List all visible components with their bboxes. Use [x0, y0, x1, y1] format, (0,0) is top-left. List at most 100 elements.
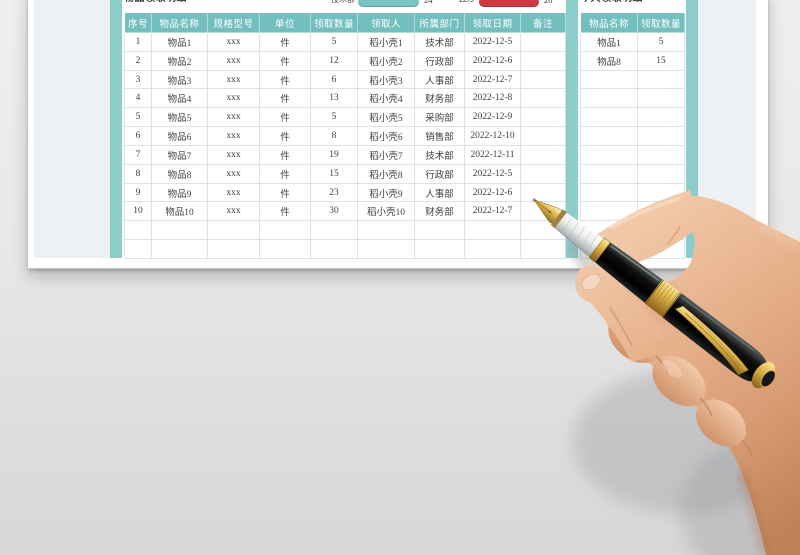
cell[interactable]: 稻小壳1: [357, 32, 415, 52]
cell[interactable]: 6: [310, 69, 358, 90]
cell[interactable]: 8: [124, 163, 152, 184]
column-header[interactable]: 领取数量: [637, 12, 685, 33]
cell[interactable]: 财务部: [414, 201, 465, 222]
cell[interactable]: 件: [259, 88, 311, 109]
cell[interactable]: 件: [259, 201, 311, 222]
cell[interactable]: 5: [310, 107, 358, 128]
column-header[interactable]: 所属部门: [414, 12, 465, 33]
cell[interactable]: [124, 239, 152, 259]
cell[interactable]: [637, 69, 685, 90]
cell[interactable]: 5: [124, 107, 152, 128]
today-section-title[interactable]: 今天领取明细▼: [580, 0, 652, 5]
cell[interactable]: 技术部: [414, 32, 465, 52]
cell[interactable]: 稻小壳10: [357, 201, 415, 222]
column-header[interactable]: 领取数量: [310, 12, 358, 33]
cell[interactable]: xxx: [207, 144, 260, 165]
cell[interactable]: [520, 144, 566, 165]
cell[interactable]: 稻小壳5: [357, 107, 415, 128]
cell[interactable]: 物品8: [151, 163, 208, 184]
cell[interactable]: 稻小壳4: [357, 88, 415, 109]
cell[interactable]: 6: [124, 126, 152, 146]
cell[interactable]: 财务部: [414, 88, 465, 109]
cell[interactable]: 12: [310, 50, 358, 71]
cell[interactable]: [151, 220, 208, 241]
column-header[interactable]: 领取人: [357, 12, 415, 33]
cell[interactable]: 物品2: [151, 50, 208, 71]
cell[interactable]: 件: [259, 32, 311, 52]
cell[interactable]: [637, 144, 685, 165]
cell[interactable]: 件: [259, 50, 311, 71]
cell[interactable]: 2022-12-8: [464, 88, 521, 109]
column-header[interactable]: 单位: [259, 12, 311, 33]
cell[interactable]: 2022-12-11: [464, 144, 521, 165]
cell[interactable]: [637, 126, 685, 146]
cell[interactable]: [580, 69, 638, 90]
cell[interactable]: 物品1: [580, 32, 638, 52]
cell[interactable]: 人事部: [414, 182, 465, 203]
cell[interactable]: [520, 32, 566, 52]
cell[interactable]: 件: [259, 144, 311, 165]
cell[interactable]: xxx: [207, 163, 260, 184]
cell[interactable]: 4: [124, 88, 152, 109]
cell[interactable]: [151, 239, 208, 259]
cell[interactable]: 物品4: [151, 88, 208, 109]
column-header[interactable]: 备注: [520, 12, 566, 33]
cell[interactable]: 10: [124, 201, 152, 222]
cell[interactable]: 1: [124, 32, 152, 52]
cell[interactable]: [637, 107, 685, 128]
cell[interactable]: xxx: [207, 182, 260, 203]
cell[interactable]: 人事部: [414, 69, 465, 90]
stat-label-department[interactable]: 技术部: [294, 0, 355, 5]
cell[interactable]: [520, 107, 566, 128]
main-section-title[interactable]: 物品领取明细▼: [124, 0, 196, 5]
cell[interactable]: [520, 69, 566, 90]
cell[interactable]: [259, 220, 311, 241]
cell[interactable]: 15: [310, 163, 358, 184]
cell[interactable]: [414, 239, 465, 259]
cell[interactable]: 稻小壳2: [357, 50, 415, 71]
cell[interactable]: 物品5: [151, 107, 208, 128]
cell[interactable]: 件: [259, 69, 311, 90]
cell[interactable]: 件: [259, 126, 311, 146]
cell[interactable]: [580, 126, 638, 146]
cell[interactable]: 30: [310, 201, 358, 222]
filter-icon[interactable]: ▼: [645, 0, 652, 2]
cell[interactable]: 7: [124, 144, 152, 165]
column-header[interactable]: 规格型号: [207, 12, 260, 33]
cell[interactable]: 2022-12-9: [464, 107, 521, 128]
cell[interactable]: 19: [310, 144, 358, 165]
cell[interactable]: xxx: [207, 88, 260, 109]
cell[interactable]: 5: [310, 32, 358, 52]
column-header[interactable]: 序号: [124, 12, 152, 33]
cell[interactable]: [580, 144, 638, 165]
cell[interactable]: 2: [124, 50, 152, 71]
cell[interactable]: 物品3: [151, 69, 208, 90]
cell[interactable]: 9: [124, 182, 152, 203]
cell[interactable]: [520, 50, 566, 71]
cell[interactable]: 物品7: [151, 144, 208, 165]
cell[interactable]: 物品1: [151, 32, 208, 52]
column-header[interactable]: 物品名称: [151, 12, 208, 33]
filter-icon[interactable]: ▼: [189, 0, 196, 2]
cell[interactable]: [310, 220, 358, 241]
cell[interactable]: 行政部: [414, 163, 465, 184]
cell[interactable]: [520, 88, 566, 109]
cell[interactable]: 销售部: [414, 126, 465, 146]
cell[interactable]: [520, 239, 566, 259]
cell[interactable]: [414, 220, 465, 241]
cell[interactable]: xxx: [207, 201, 260, 222]
cell[interactable]: 2022-12-10: [464, 126, 521, 146]
cell[interactable]: [520, 126, 566, 146]
cell[interactable]: 物品10: [151, 201, 208, 222]
cell[interactable]: 物品8: [580, 50, 638, 71]
cell[interactable]: [124, 220, 152, 241]
cell[interactable]: 13: [310, 88, 358, 109]
cell[interactable]: 2022-12-7: [464, 69, 521, 90]
cell[interactable]: 物品6: [151, 126, 208, 146]
cell[interactable]: xxx: [207, 32, 260, 52]
cell[interactable]: 3: [124, 69, 152, 90]
cell[interactable]: [310, 239, 358, 259]
cell[interactable]: [637, 88, 685, 109]
column-header[interactable]: 物品名称: [580, 12, 638, 33]
cell[interactable]: 稻小壳7: [357, 144, 415, 165]
